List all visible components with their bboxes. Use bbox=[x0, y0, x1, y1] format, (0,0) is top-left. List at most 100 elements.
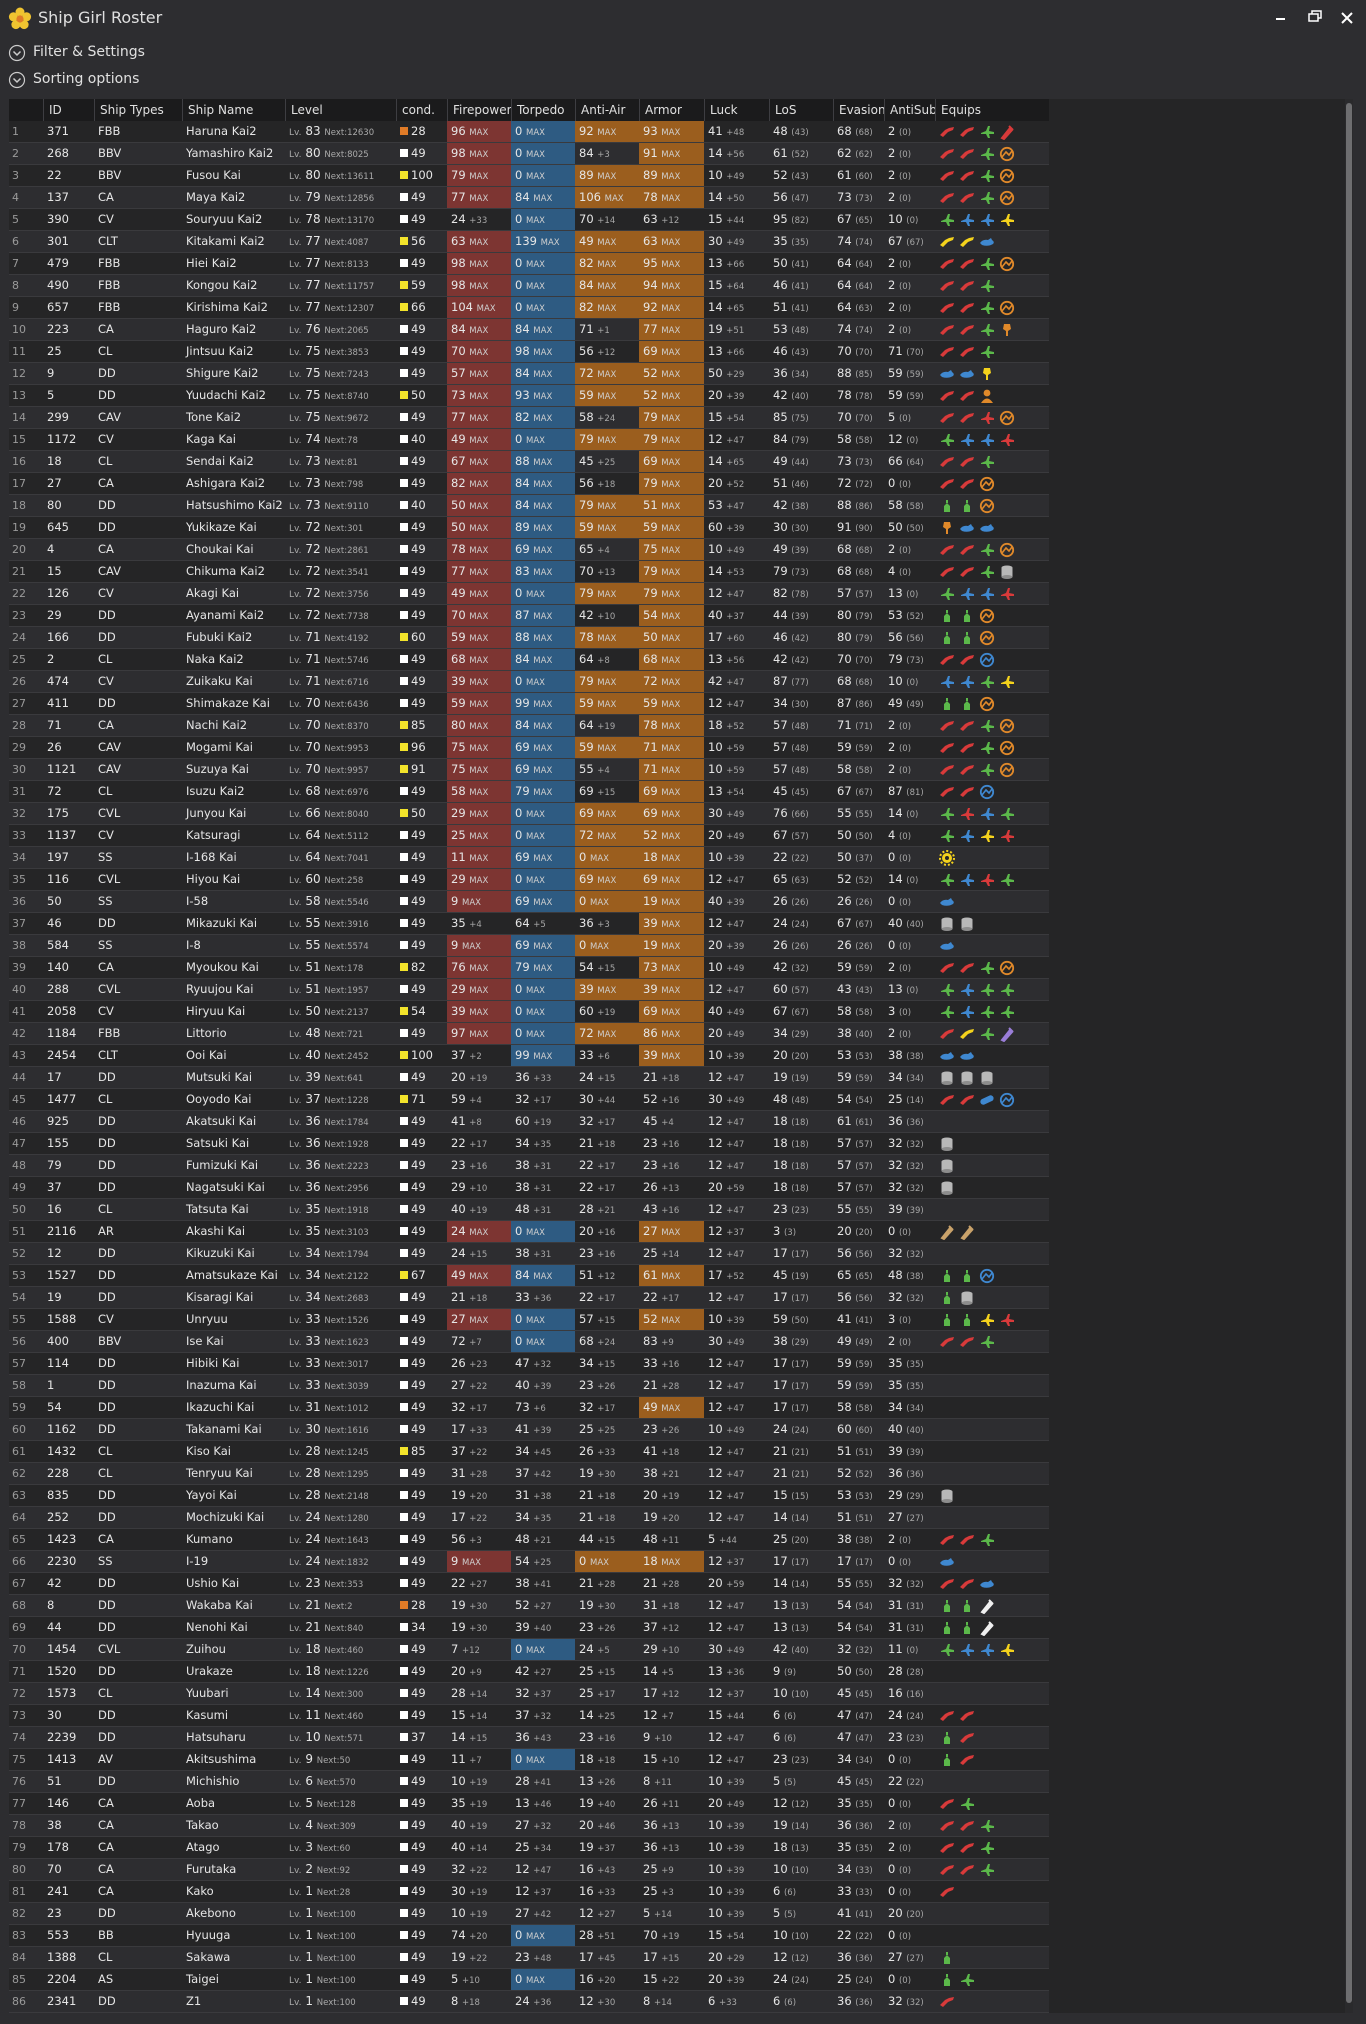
table-row[interactable]: 22 126 CV Akagi Kai Lv. 72 Next:3756 49 49 MAX… bbox=[9, 583, 1049, 605]
table-row[interactable]: 38 584 SS I-8 Lv. 55 Next:5574 49 9 MAX 69 MAX 0… bbox=[9, 935, 1049, 957]
table-row[interactable]: 81 241 CA Kako Lv. 1 Next:28 49 30 +19 12 +37 16… bbox=[9, 1881, 1049, 1903]
table-row[interactable]: 82 23 DD Akebono Lv. 1 Next:100 49 10 +19 27 +4… bbox=[9, 1903, 1049, 1925]
table-row[interactable]: 63 835 DD Yayoi Kai Lv. 28 Next:2148 49 19 +20… bbox=[9, 1485, 1049, 1507]
table-row[interactable]: 47 155 DD Satsuki Kai Lv. 36 Next:1928 49 22 +… bbox=[9, 1133, 1049, 1155]
table-row[interactable]: 37 46 DD Mikazuki Kai Lv. 55 Next:3916 49 35 +… bbox=[9, 913, 1049, 935]
vertical-scrollbar[interactable] bbox=[1345, 99, 1353, 2013]
table-row[interactable]: 21 15 CAV Chikuma Kai2 Lv. 72 Next:3541 49 77 … bbox=[9, 561, 1049, 583]
table-row[interactable]: 53 1527 DD Amatsukaze Kai Lv. 34 Next:2122 67… bbox=[9, 1265, 1049, 1287]
table-row[interactable]: 30 1121 CAV Suzuya Kai Lv. 70 Next:9957 91 75 … bbox=[9, 759, 1049, 781]
column-header-row-number[interactable] bbox=[9, 99, 43, 121]
table-row[interactable]: 58 1 DD Inazuma Kai Lv. 33 Next:3039 49 27 +22… bbox=[9, 1375, 1049, 1397]
table-row[interactable]: 52 12 DD Kikuzuki Kai Lv. 34 Next:1794 49 24 +… bbox=[9, 1243, 1049, 1265]
table-row[interactable]: 29 26 CAV Mogami Kai Lv. 70 Next:9953 96 75 MA… bbox=[9, 737, 1049, 759]
table-row[interactable]: 43 2454 CLT Ooi Kai Lv. 40 Next:2452 100 37 +2… bbox=[9, 1045, 1049, 1067]
table-row[interactable]: 72 1573 CL Yuubari Lv. 14 Next:300 49 28 +14 32… bbox=[9, 1683, 1049, 1705]
table-row[interactable]: 27 411 DD Shimakaze Kai Lv. 70 Next:6436 49 59… bbox=[9, 693, 1049, 715]
table-row[interactable]: 46 925 DD Akatsuki Kai Lv. 36 Next:1784 49 41 … bbox=[9, 1111, 1049, 1133]
table-row[interactable]: 34 197 SS I-168 Kai Lv. 64 Next:7041 49 11 MAX… bbox=[9, 847, 1049, 869]
table-row[interactable]: 14 299 CAV Tone Kai2 Lv. 75 Next:9672 49 77 MA… bbox=[9, 407, 1049, 429]
table-row[interactable]: 9 657 FBB Kirishima Kai2 Lv. 77 Next:12307 66… bbox=[9, 297, 1049, 319]
column-header-condition[interactable]: cond. bbox=[396, 99, 447, 121]
table-row[interactable]: 4 137 CA Maya Kai2 Lv. 79 Next:12856 49 77 MAX… bbox=[9, 187, 1049, 209]
table-row[interactable]: 26 474 CV Zuikaku Kai Lv. 71 Next:6716 49 39 M… bbox=[9, 671, 1049, 693]
table-row[interactable]: 71 1520 DD Urakaze Lv. 18 Next:1226 49 20 +9 42… bbox=[9, 1661, 1049, 1683]
table-row[interactable]: 55 1588 CV Unryuu Lv. 33 Next:1526 49 27 MAX 0 … bbox=[9, 1309, 1049, 1331]
table-row[interactable]: 19 645 DD Yukikaze Kai Lv. 72 Next:301 49 50 M… bbox=[9, 517, 1049, 539]
filter-settings-expander[interactable]: Filter & Settings bbox=[8, 42, 208, 66]
column-header-level[interactable]: Level bbox=[285, 99, 396, 121]
table-row[interactable]: 78 38 CA Takao Lv. 4 Next:309 49 40 +19 27 +32 2… bbox=[9, 1815, 1049, 1837]
close-button[interactable] bbox=[1332, 3, 1362, 33]
table-row[interactable]: 84 1388 CL Sakawa Lv. 1 Next:100 49 19 +22 23 +… bbox=[9, 1947, 1049, 1969]
minimize-button[interactable] bbox=[1266, 3, 1296, 33]
table-row[interactable]: 54 19 DD Kisaragi Kai Lv. 34 Next:2683 49 21 +… bbox=[9, 1287, 1049, 1309]
table-row[interactable]: 51 2116 AR Akashi Kai Lv. 35 Next:3103 49 24 M… bbox=[9, 1221, 1049, 1243]
table-row[interactable]: 80 70 CA Furutaka Lv. 2 Next:92 49 32 +22 12 +4… bbox=[9, 1859, 1049, 1881]
table-row[interactable]: 65 1423 CA Kumano Lv. 24 Next:1643 49 56 +3 48 … bbox=[9, 1529, 1049, 1551]
table-row[interactable]: 57 114 DD Hibiki Kai Lv. 33 Next:3017 49 26 +2… bbox=[9, 1353, 1049, 1375]
table-row[interactable]: 66 2230 SS I-19 Lv. 24 Next:1832 49 9 MAX 54 +2… bbox=[9, 1551, 1049, 1573]
table-row[interactable]: 49 37 DD Nagatsuki Kai Lv. 36 Next:2956 49 29 … bbox=[9, 1177, 1049, 1199]
table-row[interactable]: 64 252 DD Mochizuki Kai Lv. 24 Next:1280 49 17… bbox=[9, 1507, 1049, 1529]
table-row[interactable]: 56 400 BBV Ise Kai Lv. 33 Next:1623 49 72 +7 0 … bbox=[9, 1331, 1049, 1353]
table-row[interactable]: 77 146 CA Aoba Lv. 5 Next:128 49 35 +19 13 +46 1… bbox=[9, 1793, 1049, 1815]
table-row[interactable]: 67 42 DD Ushio Kai Lv. 23 Next:353 49 22 +27 38… bbox=[9, 1573, 1049, 1595]
table-row[interactable]: 40 288 CVL Ryuujou Kai Lv. 51 Next:1957 49 29 … bbox=[9, 979, 1049, 1001]
table-row[interactable]: 2 268 BBV Yamashiro Kai2 Lv. 80 Next:8025 49 9… bbox=[9, 143, 1049, 165]
table-row[interactable]: 32 175 CVL Junyou Kai Lv. 66 Next:8040 50 29 M… bbox=[9, 803, 1049, 825]
column-header-anti-air[interactable]: Anti-Air bbox=[575, 99, 639, 121]
table-row[interactable]: 7 479 FBB Hiei Kai2 Lv. 77 Next:8133 49 98 MAX… bbox=[9, 253, 1049, 275]
table-row[interactable]: 11 25 CL Jintsuu Kai2 Lv. 75 Next:3853 49 70 M… bbox=[9, 341, 1049, 363]
table-row[interactable]: 45 1477 CL Ooyodo Kai Lv. 37 Next:1228 71 59 +… bbox=[9, 1089, 1049, 1111]
table-row[interactable]: 10 223 CA Haguro Kai2 Lv. 76 Next:2065 49 84 M… bbox=[9, 319, 1049, 341]
table-row[interactable]: 44 17 DD Mutsuki Kai Lv. 39 Next:641 49 20 +19… bbox=[9, 1067, 1049, 1089]
table-row[interactable]: 35 116 CVL Hiyou Kai Lv. 60 Next:258 49 29 MAX… bbox=[9, 869, 1049, 891]
table-row[interactable]: 24 166 DD Fubuki Kai2 Lv. 71 Next:4192 60 59 M… bbox=[9, 627, 1049, 649]
column-header-luck[interactable]: Luck bbox=[704, 99, 769, 121]
table-row[interactable]: 1 371 FBB Haruna Kai2 Lv. 83 Next:12630 28 96 … bbox=[9, 121, 1049, 143]
table-row[interactable]: 20 4 CA Choukai Kai Lv. 72 Next:2861 49 78 MAX… bbox=[9, 539, 1049, 561]
table-row[interactable]: 73 30 DD Kasumi Lv. 11 Next:460 49 15 +14 37 +3… bbox=[9, 1705, 1049, 1727]
table-row[interactable]: 50 16 CL Tatsuta Kai Lv. 35 Next:1918 49 40 +1… bbox=[9, 1199, 1049, 1221]
table-row[interactable]: 28 71 CA Nachi Kai2 Lv. 70 Next:8370 85 80 MAX… bbox=[9, 715, 1049, 737]
table-row[interactable]: 36 50 SS I-58 Lv. 58 Next:5546 49 9 MAX 69 MAX 0… bbox=[9, 891, 1049, 913]
table-row[interactable]: 15 1172 CV Kaga Kai Lv. 74 Next:78 40 49 MAX 0 … bbox=[9, 429, 1049, 451]
table-row[interactable]: 83 553 BB Hyuuga Lv. 1 Next:100 49 74 +20 0 MAX… bbox=[9, 1925, 1049, 1947]
table-row[interactable]: 70 1454 CVL Zuihou Lv. 18 Next:460 49 7 +12 0 M… bbox=[9, 1639, 1049, 1661]
column-header-equips[interactable]: Equips bbox=[935, 99, 1049, 121]
table-row[interactable]: 31 72 CL Isuzu Kai2 Lv. 68 Next:6976 49 58 MAX… bbox=[9, 781, 1049, 803]
column-header-ship-name[interactable]: Ship Name bbox=[182, 99, 285, 121]
table-row[interactable]: 25 2 CL Naka Kai2 Lv. 71 Next:5746 49 68 MAX 84… bbox=[9, 649, 1049, 671]
table-row[interactable]: 60 1162 DD Takanami Kai Lv. 30 Next:1616 49 17… bbox=[9, 1419, 1049, 1441]
table-row[interactable]: 6 301 CLT Kitakami Kai2 Lv. 77 Next:4087 56 63… bbox=[9, 231, 1049, 253]
table-row[interactable]: 16 18 CL Sendai Kai2 Lv. 73 Next:81 49 67 MAX 8… bbox=[9, 451, 1049, 473]
column-header-id[interactable]: ID bbox=[43, 99, 94, 121]
column-header-antisub[interactable]: AntiSub bbox=[884, 99, 935, 121]
sorting-options-expander[interactable]: Sorting options bbox=[8, 69, 208, 93]
table-row[interactable]: 75 1413 AV Akitsushima Lv. 9 Next:50 49 11 +7 0… bbox=[9, 1749, 1049, 1771]
table-row[interactable]: 8 490 FBB Kongou Kai2 Lv. 77 Next:11757 59 98 … bbox=[9, 275, 1049, 297]
table-row[interactable]: 79 178 CA Atago Lv. 3 Next:60 49 40 +14 25 +34 1… bbox=[9, 1837, 1049, 1859]
table-row[interactable]: 61 1432 CL Kiso Kai Lv. 28 Next:1245 85 37 +22… bbox=[9, 1441, 1049, 1463]
table-row[interactable]: 23 29 DD Ayanami Kai2 Lv. 72 Next:7738 49 70 M… bbox=[9, 605, 1049, 627]
table-row[interactable]: 85 2204 AS Taigei Lv. 1 Next:100 49 5 +10 0 MAX… bbox=[9, 1969, 1049, 1991]
table-row[interactable]: 62 228 CL Tenryuu Kai Lv. 28 Next:1295 49 31 +… bbox=[9, 1463, 1049, 1485]
column-header-firepower[interactable]: Firepower bbox=[447, 99, 511, 121]
table-row[interactable]: 13 5 DD Yuudachi Kai2 Lv. 75 Next:8740 50 73 M… bbox=[9, 385, 1049, 407]
table-row[interactable]: 41 2058 CV Hiryuu Kai Lv. 50 Next:2137 54 39 M… bbox=[9, 1001, 1049, 1023]
table-row[interactable]: 59 54 DD Ikazuchi Kai Lv. 31 Next:1012 49 32 +… bbox=[9, 1397, 1049, 1419]
table-row[interactable]: 68 8 DD Wakaba Kai Lv. 21 Next:2 28 19 +30 52 +… bbox=[9, 1595, 1049, 1617]
column-header-evasion[interactable]: Evasion bbox=[833, 99, 884, 121]
table-row[interactable]: 39 140 CA Myoukou Kai Lv. 51 Next:178 82 76 MA… bbox=[9, 957, 1049, 979]
column-header-torpedo[interactable]: Torpedo bbox=[511, 99, 575, 121]
table-row[interactable]: 3 22 BBV Fusou Kai Lv. 80 Next:13611 100 79 MA… bbox=[9, 165, 1049, 187]
column-header-ship-types[interactable]: Ship Types bbox=[94, 99, 182, 121]
table-row[interactable]: 17 27 CA Ashigara Kai2 Lv. 73 Next:798 49 82 M… bbox=[9, 473, 1049, 495]
table-row[interactable]: 76 51 DD Michishio Lv. 6 Next:570 49 10 +19 28 … bbox=[9, 1771, 1049, 1793]
column-header-los[interactable]: LoS bbox=[769, 99, 833, 121]
table-row[interactable]: 5 390 CV Souryuu Kai2 Lv. 78 Next:13170 49 24 … bbox=[9, 209, 1049, 231]
table-row[interactable]: 48 79 DD Fumizuki Kai Lv. 36 Next:2223 49 23 +… bbox=[9, 1155, 1049, 1177]
table-row[interactable]: 86 2341 DD Z1 Lv. 1 Next:100 49 8 +18 24 +36 12 … bbox=[9, 1991, 1049, 2013]
scrollbar-thumb[interactable] bbox=[1346, 103, 1352, 2003]
